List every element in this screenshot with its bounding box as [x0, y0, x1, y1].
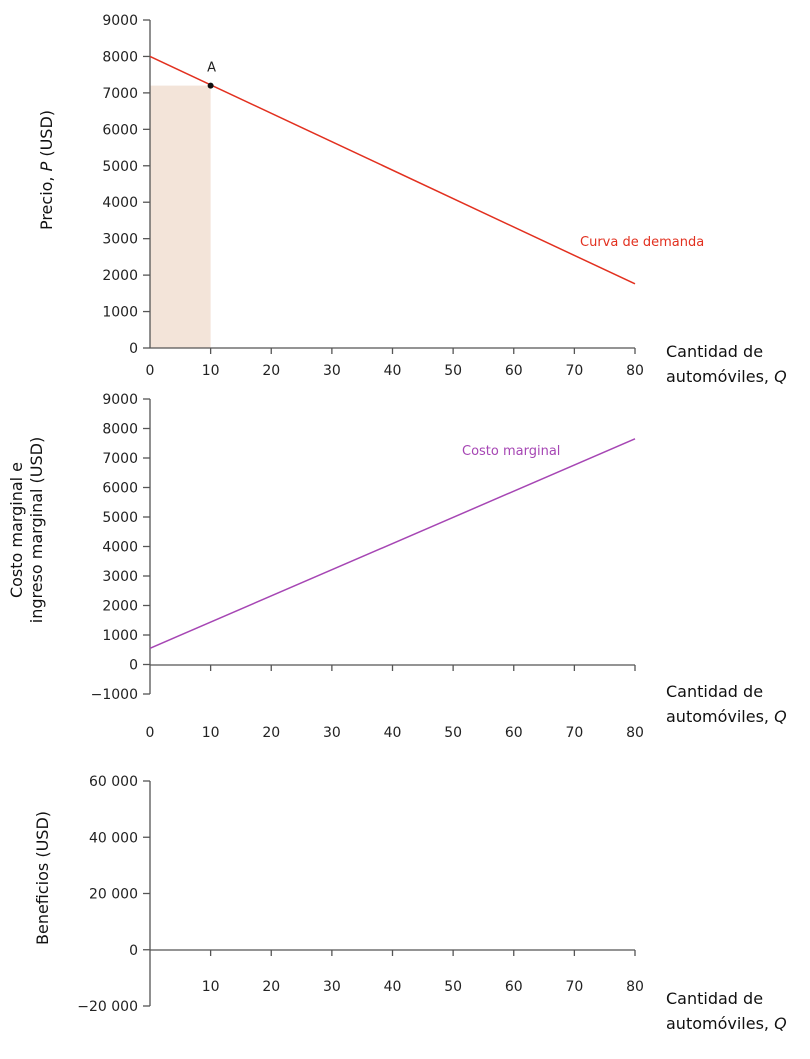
y-tick-label: −20 000 [77, 999, 138, 1015]
y-tick-label: 20 000 [89, 887, 138, 903]
x-tick-label: 0 [146, 725, 155, 741]
series-line [149, 438, 636, 649]
y-tick-label: 9000 [102, 392, 138, 408]
y-tick-label: 0 [129, 943, 138, 959]
x-axis-label: Cantidad de automóviles, Q [666, 989, 787, 1033]
x-tick-label: 80 [626, 363, 644, 379]
y-tick-label: 1000 [102, 628, 138, 644]
y-tick-label: 7000 [102, 451, 138, 467]
y-tick-label: 2000 [102, 268, 138, 284]
y-tick-label: 5000 [102, 510, 138, 526]
series-label: Costo marginal [462, 444, 560, 459]
panel-2: −1000 0 1000 2000 3000 4000 5000 6000 7000 8000 90… [7, 392, 787, 741]
y-tick-label: 40 000 [89, 830, 138, 846]
x-tick-label: 10 [202, 725, 220, 741]
x-tick-label: 30 [323, 979, 341, 995]
y-axis-label: Beneficios (USD) [33, 811, 52, 945]
y-axis-label: Precio, P (USD) [37, 110, 56, 230]
y-tick-label: 0 [129, 341, 138, 357]
x-tick-label: 70 [565, 725, 583, 741]
panel-1: 0 1000 2000 3000 4000 5000 6000 7000 8000 9000 0 10… [37, 13, 787, 386]
x-tick-label: 60 [505, 979, 523, 995]
y-tick-label: −1000 [91, 687, 138, 703]
x-tick-label: 50 [444, 979, 462, 995]
y-tick-label: 6000 [102, 481, 138, 497]
y-tick-label: 5000 [102, 159, 138, 175]
y-tick-label: 2000 [102, 599, 138, 615]
shaded-area [150, 85, 211, 348]
y-tick-label: 9000 [102, 13, 138, 29]
x-axis-label: Cantidad de automóviles, Q [666, 682, 787, 726]
y-tick-label: 8000 [102, 49, 138, 65]
x-tick-label: 30 [323, 363, 341, 379]
x-tick-label: 40 [384, 979, 402, 995]
y-tick-label: 3000 [102, 569, 138, 585]
x-tick-label: 20 [262, 979, 280, 995]
y-tick-label: 4000 [102, 195, 138, 211]
x-tick-label: 70 [565, 979, 583, 995]
x-tick-label: 80 [626, 725, 644, 741]
x-tick-label: 10 [202, 979, 220, 995]
point-label: A [207, 61, 216, 76]
y-tick-label: 8000 [102, 422, 138, 438]
y-tick-label: 3000 [102, 232, 138, 248]
x-tick-label: 50 [444, 363, 462, 379]
y-tick-label: 60 000 [89, 774, 138, 790]
x-tick-label: 40 [384, 725, 402, 741]
x-tick-label: 80 [626, 979, 644, 995]
x-tick-label: 60 [505, 363, 523, 379]
x-tick-label: 20 [262, 725, 280, 741]
y-tick-label: 1000 [102, 305, 138, 321]
series-label: Curva de demanda [580, 235, 704, 250]
y-axis-label: Costo marginal eingreso marginal (USD) [7, 437, 46, 623]
y-tick-label: 0 [129, 658, 138, 674]
x-tick-label: 0 [146, 363, 155, 379]
x-tick-label: 60 [505, 725, 523, 741]
y-tick-label: 7000 [102, 86, 138, 102]
x-axis-label: Cantidad de automóviles, Q [666, 342, 787, 386]
x-tick-label: 30 [323, 725, 341, 741]
x-tick-label: 50 [444, 725, 462, 741]
x-tick-label: 20 [262, 363, 280, 379]
y-tick-label: 4000 [102, 540, 138, 556]
x-tick-label: 40 [384, 363, 402, 379]
x-tick-label: 10 [202, 363, 220, 379]
series-line [149, 55, 636, 285]
y-tick-label: 6000 [102, 122, 138, 138]
panel-3: −20 000 0 20 000 40 000 60 000 10 20 30 40 50 60 70… [33, 774, 787, 1033]
x-tick-label: 70 [565, 363, 583, 379]
point-A [207, 82, 214, 89]
